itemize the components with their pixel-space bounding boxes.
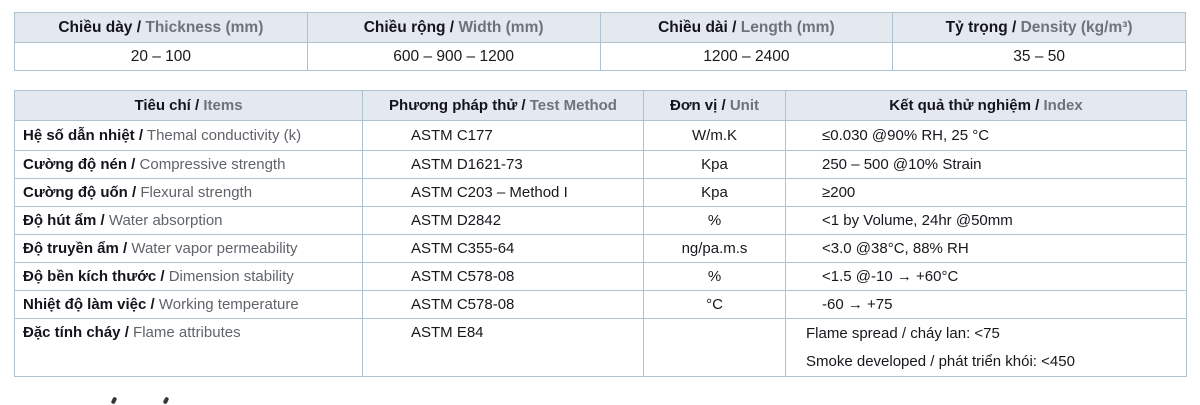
index-value: ≥200: [785, 178, 1187, 207]
item-label-vn: Đặc tính cháy /: [23, 324, 129, 341]
dimensions-table: Chiều dày / Thickness (mm) Chiều rộng / …: [14, 12, 1186, 71]
unit-value: %: [643, 206, 786, 235]
item-label-vn: Cường độ nén /: [23, 156, 136, 173]
dim-value-length: 1200 – 2400: [599, 42, 894, 71]
dim-value-thickness: 20 – 100: [14, 42, 308, 71]
unit-value: Kpa: [643, 178, 786, 207]
unit-value: °C: [643, 290, 786, 319]
table-row: Độ truyền ẩm / Water vapor permeability …: [14, 234, 1187, 263]
unit-value: W/m.K: [643, 120, 786, 151]
header-label-en: Index: [1043, 97, 1083, 114]
table-row: Đặc tính cháy / Flame attributes ASTM E8…: [14, 318, 1187, 377]
dim-header-thickness: Chiều dày / Thickness (mm): [14, 12, 308, 43]
test-method: ASTM C355-64: [362, 234, 644, 263]
dimensions-value-row: 20 – 100 600 – 900 – 1200 1200 – 2400 35…: [14, 42, 1186, 71]
index-value: -60 → +75: [785, 290, 1187, 319]
item-label-en: Working temperature: [158, 296, 299, 313]
index-value: <3.0 @38°C, 88% RH: [785, 234, 1187, 263]
unit-value: [643, 318, 786, 377]
spec-header-index: Kết quả thử nghiệm / Index: [785, 90, 1187, 121]
item-label-en: Water absorption: [108, 212, 223, 229]
header-label-en: Width (mm): [458, 18, 544, 36]
test-method: ASTM E84: [362, 318, 644, 377]
item-label-vn: Nhiệt độ làm việc /: [23, 296, 155, 313]
test-method: ASTM C203 – Method I: [362, 178, 644, 207]
header-label-en: Thickness (mm): [145, 18, 264, 36]
test-method: ASTM C177: [362, 120, 644, 151]
spec-table: Tiêu chí / Items Phương pháp thử / Test …: [14, 90, 1187, 377]
item-label-vn: Độ truyền ẩm /: [23, 240, 128, 257]
unit-value: ng/pa.m.s: [643, 234, 786, 263]
test-method: ASTM C578-08: [362, 290, 644, 319]
header-label-en: Items: [203, 97, 243, 114]
item-label-en: Compressive strength: [139, 156, 286, 173]
header-label-en: Test Method: [529, 97, 617, 114]
table-row: Cường độ uốn / Flexural strength ASTM C2…: [14, 178, 1187, 207]
item-label: Cường độ uốn / Flexural strength: [14, 178, 363, 207]
smoke-developed-line: Smoke developed / phát triển khói: <450: [806, 352, 1075, 370]
spec-header-row: Tiêu chí / Items Phương pháp thử / Test …: [14, 90, 1187, 121]
item-label-en: Dimension stability: [168, 268, 294, 285]
header-label-vn: Kết quả thử nghiệm /: [889, 97, 1040, 114]
item-label-vn: Độ bền kích thước /: [23, 268, 165, 285]
item-label-vn: Cường độ uốn /: [23, 184, 137, 201]
unit-value: Kpa: [643, 150, 786, 179]
item-label-en: Flexural strength: [140, 184, 253, 201]
spec-header-items: Tiêu chí / Items: [14, 90, 363, 121]
test-method: ASTM D1621-73: [362, 150, 644, 179]
header-label-vn: Chiều rộng /: [363, 18, 455, 36]
dim-value-width: 600 – 900 – 1200: [306, 42, 601, 71]
item-label-en: Themal conductivity (k): [146, 127, 302, 144]
header-label-vn: Chiều dài /: [658, 18, 737, 36]
cropped-accent-mark: [110, 396, 118, 405]
item-label: Hệ số dẫn nhiệt / Themal conductivity (k…: [14, 120, 363, 151]
test-method: ASTM C578-08: [362, 262, 644, 291]
item-label-vn: Hệ số dẫn nhiệt /: [23, 127, 144, 144]
cropped-accent-mark: [162, 396, 170, 405]
spec-header-test-method: Phương pháp thử / Test Method: [362, 90, 644, 121]
index-value: Flame spread / cháy lan: <75 Smoke devel…: [785, 318, 1187, 377]
table-row: Độ bền kích thước / Dimension stability …: [14, 262, 1187, 291]
table-row: Cường độ nén / Compressive strength ASTM…: [14, 150, 1187, 179]
item-label: Độ hút ẩm / Water absorption: [14, 206, 363, 235]
item-label: Độ truyền ẩm / Water vapor permeability: [14, 234, 363, 263]
table-row: Hệ số dẫn nhiệt / Themal conductivity (k…: [14, 120, 1187, 151]
header-label-en: Length (mm): [740, 18, 835, 36]
item-label-en: Water vapor permeability: [131, 240, 298, 257]
item-label-vn: Độ hút ẩm /: [23, 212, 105, 229]
flame-spread-line: Flame spread / cháy lan: <75: [806, 324, 1000, 342]
spec-header-unit: Đơn vị / Unit: [643, 90, 786, 121]
index-value: <1 by Volume, 24hr @50mm: [785, 206, 1187, 235]
item-label: Đặc tính cháy / Flame attributes: [14, 318, 363, 377]
item-label: Cường độ nén / Compressive strength: [14, 150, 363, 179]
item-label-en: Flame attributes: [133, 324, 241, 341]
header-label-en: Density (kg/m³): [1020, 18, 1133, 36]
test-method: ASTM D2842: [362, 206, 644, 235]
dim-header-density: Tỷ trọng / Density (kg/m³): [892, 12, 1186, 43]
header-label-vn: Tiêu chí /: [134, 97, 200, 114]
index-value: ≤0.030 @90% RH, 25 °C: [785, 120, 1187, 151]
header-label-vn: Chiều dày /: [58, 18, 142, 36]
index-value: 250 – 500 @10% Strain: [785, 150, 1187, 179]
header-label-vn: Đơn vị /: [669, 97, 726, 114]
dimensions-header-row: Chiều dày / Thickness (mm) Chiều rộng / …: [14, 12, 1186, 43]
dim-header-width: Chiều rộng / Width (mm): [306, 12, 601, 43]
dim-header-length: Chiều dài / Length (mm): [599, 12, 894, 43]
table-row: Nhiệt độ làm việc / Working temperature …: [14, 290, 1187, 319]
header-label-en: Unit: [729, 97, 759, 114]
dim-value-density: 35 – 50: [892, 42, 1186, 71]
header-label-vn: Phương pháp thử /: [389, 97, 526, 114]
header-label-vn: Tỷ trọng /: [945, 18, 1017, 36]
item-label: Độ bền kích thước / Dimension stability: [14, 262, 363, 291]
index-value: <1.5 @-10 → +60°C: [785, 262, 1187, 291]
item-label: Nhiệt độ làm việc / Working temperature: [14, 290, 363, 319]
table-row: Độ hút ẩm / Water absorption ASTM D2842 …: [14, 206, 1187, 235]
unit-value: %: [643, 262, 786, 291]
